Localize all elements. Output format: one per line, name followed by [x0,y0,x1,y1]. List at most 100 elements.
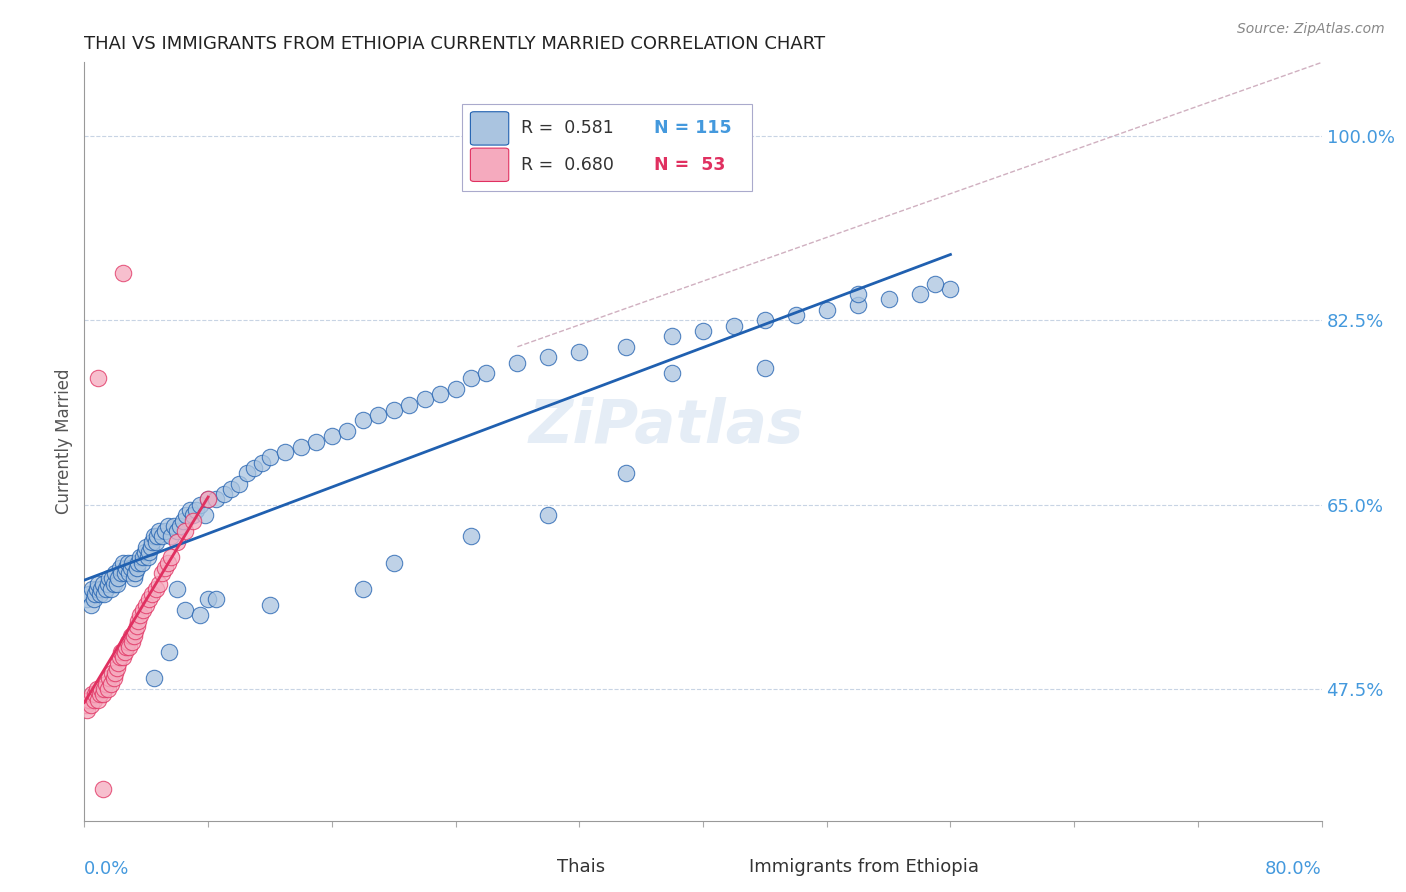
Point [122,629,145,643]
Point [82,582,104,596]
Point [160,529,183,543]
Point [127,556,149,570]
Point [661,329,683,343]
Point [156,556,179,570]
Point [94,677,117,691]
Point [924,277,946,291]
Point [84,687,107,701]
Point [136,550,159,565]
Point [98,571,121,585]
Point [846,287,869,301]
Point [160,550,183,565]
Point [110,566,132,581]
Point [692,324,714,338]
Point [112,556,135,570]
Text: ZiPatlas: ZiPatlas [529,397,804,456]
Point [114,645,136,659]
Point [98,672,121,686]
Point [166,582,188,596]
Point [188,498,211,512]
Point [115,561,138,575]
Point [96,681,118,696]
Point [212,487,235,501]
Point [87,371,110,385]
Point [148,576,170,591]
Point [108,561,131,575]
Point [107,571,129,585]
Point [108,650,131,665]
Point [143,529,166,543]
Point [150,529,173,543]
Point [75,698,97,712]
Point [112,266,135,280]
Text: N = 115: N = 115 [654,120,731,137]
Point [117,556,139,570]
Point [89,687,111,701]
Point [135,540,157,554]
Point [104,666,127,681]
Point [90,582,112,596]
Point [274,445,297,459]
Point [939,282,962,296]
Point [120,629,142,643]
Point [87,692,110,706]
Point [94,582,117,596]
Point [169,518,191,533]
Point [124,566,146,581]
Point [139,540,162,554]
FancyBboxPatch shape [509,854,548,880]
Point [305,434,328,449]
Text: Thais: Thais [557,858,605,876]
Point [148,524,170,538]
Point [908,287,931,301]
Point [132,550,155,565]
Point [90,681,112,696]
Point [100,582,122,596]
Point [460,371,482,385]
Point [321,429,343,443]
Point [86,681,108,696]
Text: N =  53: N = 53 [654,156,725,174]
Point [352,582,374,596]
Point [537,351,560,365]
Point [166,534,188,549]
Point [138,592,160,607]
Point [87,576,110,591]
Point [76,592,98,607]
Point [76,703,98,717]
Y-axis label: Currently Married: Currently Married [55,368,73,515]
Point [132,603,155,617]
Point [105,576,128,591]
Point [83,692,105,706]
Point [398,398,420,412]
Point [197,492,219,507]
Point [79,698,101,712]
Point [138,545,160,559]
Point [723,318,745,333]
Text: Source: ZipAtlas.com: Source: ZipAtlas.com [1237,22,1385,37]
Point [110,645,132,659]
Point [112,650,135,665]
Point [846,298,869,312]
Point [86,582,108,596]
Point [105,661,128,675]
Point [96,576,118,591]
Point [614,466,637,480]
Point [141,534,163,549]
Point [122,571,145,585]
Point [124,624,146,639]
Point [146,529,169,543]
Point [163,518,186,533]
Point [228,476,250,491]
Point [107,656,129,670]
Point [336,424,359,438]
Point [134,545,156,559]
Point [290,440,312,454]
Point [174,603,197,617]
Text: R =  0.680: R = 0.680 [522,156,614,174]
Point [568,345,591,359]
Point [101,666,124,681]
Text: R =  0.581: R = 0.581 [522,120,614,137]
Point [91,687,114,701]
Point [754,360,776,375]
